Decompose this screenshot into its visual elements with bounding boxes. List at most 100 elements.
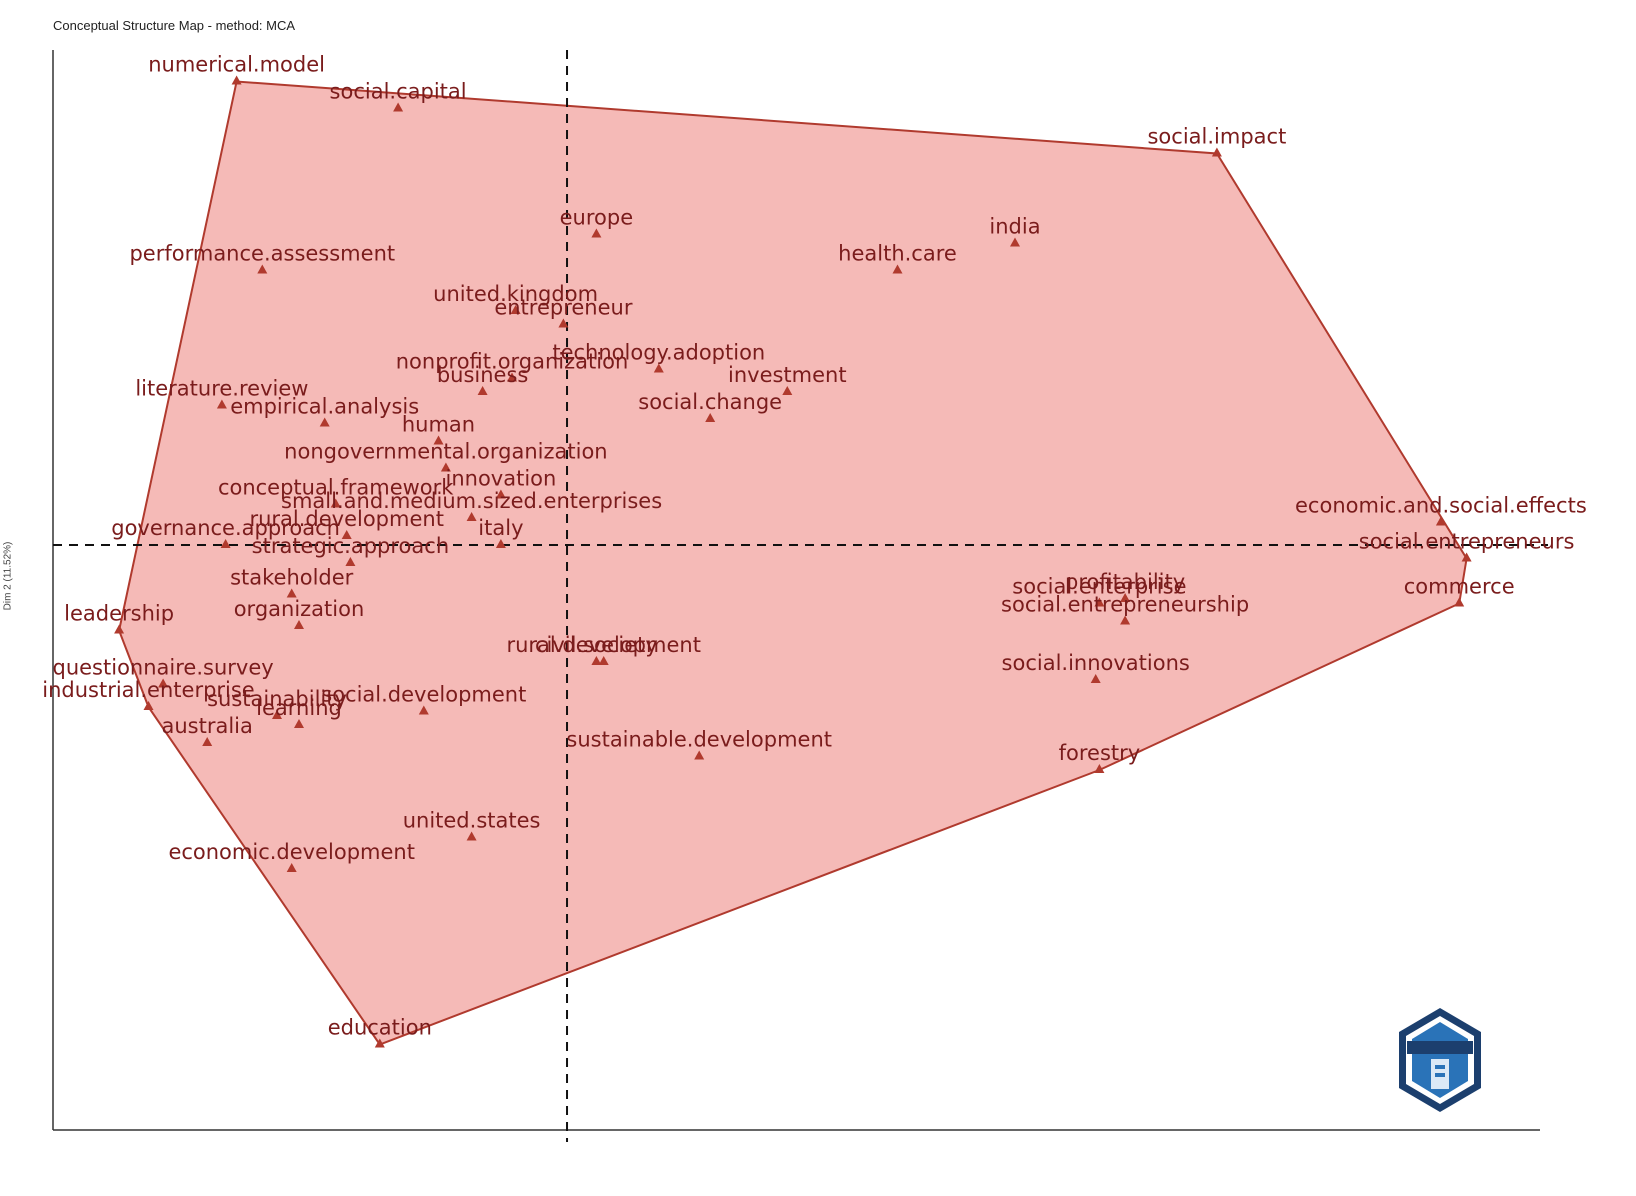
point-label: social.innovations <box>1002 651 1190 675</box>
point-marker <box>158 678 169 688</box>
point-label: social.change <box>638 390 782 414</box>
point-label: stakeholder <box>230 566 354 590</box>
point-label: australia <box>161 714 252 738</box>
point-marker <box>286 588 297 598</box>
point-marker <box>143 701 154 710</box>
point-label: forestry <box>1059 741 1141 765</box>
point-marker <box>510 305 521 314</box>
point-label: rural.development <box>506 633 701 657</box>
point-label: civil.society <box>535 633 658 657</box>
point-label: health.care <box>838 242 957 266</box>
point-label: questionnaire.survey <box>53 656 274 680</box>
point-marker <box>591 228 602 238</box>
point-marker <box>1120 593 1131 602</box>
point-label: economic.development <box>168 840 415 864</box>
point-marker <box>507 372 517 382</box>
point-marker <box>1010 237 1020 247</box>
point-label: profitability <box>1065 570 1185 594</box>
point-marker <box>216 399 227 409</box>
point-label: investment <box>728 363 847 387</box>
point-marker <box>220 539 231 548</box>
point-label: numerical.model <box>148 53 325 77</box>
point-label: learning <box>256 696 342 720</box>
point-label: commerce <box>1404 575 1515 599</box>
point-marker <box>294 719 304 728</box>
point-marker <box>341 530 352 539</box>
point-marker <box>393 102 404 112</box>
point-marker <box>374 1038 385 1048</box>
point-label: india <box>989 215 1040 239</box>
point-label: performance.assessment <box>129 242 395 266</box>
point-marker <box>653 363 664 373</box>
point-marker <box>591 656 602 665</box>
point-marker <box>892 264 903 274</box>
point-marker <box>466 831 477 841</box>
point-marker <box>1435 516 1446 526</box>
point-label: europe <box>560 206 634 230</box>
point-label: technology.adoption <box>552 341 765 365</box>
point-marker <box>286 863 297 872</box>
point-marker <box>1090 674 1101 683</box>
point-label: nongovernmental.organization <box>284 440 607 464</box>
point-marker <box>1454 597 1465 607</box>
point-label: small.and.medium.sized.enterprises <box>281 489 662 513</box>
point-label: social.capital <box>330 80 467 104</box>
data-points <box>114 75 1472 1048</box>
point-marker <box>272 710 282 719</box>
point-label: social.entrepreneurs <box>1359 530 1575 554</box>
point-marker <box>705 413 716 422</box>
point-label: industrial.enterprise <box>42 678 254 702</box>
point-marker <box>495 539 506 548</box>
bibliometrix-logo <box>1399 1008 1481 1112</box>
reference-lines <box>53 50 1548 1142</box>
point-label: sustainability <box>207 687 347 711</box>
point-label: social.enterprise <box>1012 575 1186 599</box>
point-marker <box>294 620 304 629</box>
point-label: innovation <box>445 467 556 491</box>
point-marker <box>598 656 609 665</box>
point-label: business <box>437 363 529 387</box>
point-label: united.kingdom <box>433 282 598 306</box>
point-label: conceptual.framework <box>218 476 454 500</box>
point-label: united.states <box>403 809 541 833</box>
point-marker <box>782 386 793 395</box>
cluster-hull <box>118 80 1468 1046</box>
point-marker <box>466 512 477 521</box>
point-label: social.entrepreneurship <box>1001 593 1249 617</box>
chart-title: Conceptual Structure Map - method: MCA <box>53 18 296 33</box>
point-marker <box>1120 615 1131 625</box>
cluster-polygon <box>118 80 1468 1046</box>
point-label: empirical.analysis <box>230 395 419 419</box>
point-label: economic.and.social.effects <box>1295 494 1587 518</box>
point-marker <box>495 489 506 499</box>
point-marker <box>440 462 451 472</box>
point-label: education <box>328 1016 432 1040</box>
point-label: social.development <box>321 683 526 707</box>
point-label: leadership <box>64 602 174 626</box>
point-marker <box>231 75 242 85</box>
point-marker <box>257 264 268 274</box>
point-marker <box>1094 764 1105 773</box>
point-label: rural.development <box>249 507 444 531</box>
point-label: sustainable.development <box>566 728 832 752</box>
point-marker <box>694 750 705 760</box>
point-marker <box>345 557 356 566</box>
point-label: governance.approach <box>111 516 340 540</box>
point-marker <box>433 435 444 445</box>
point-marker <box>1461 552 1472 562</box>
point-label: organization <box>234 597 365 621</box>
point-marker <box>319 417 330 427</box>
point-label: literature.review <box>135 377 308 401</box>
point-label: entrepreneur <box>494 296 633 320</box>
point-label: human <box>402 413 475 437</box>
point-marker <box>202 737 213 746</box>
point-marker <box>558 318 569 328</box>
point-label: italy <box>478 516 523 540</box>
point-marker <box>1211 147 1222 157</box>
point-marker <box>1094 597 1105 607</box>
point-label: strategic.approach <box>252 534 450 558</box>
point-marker <box>477 386 488 395</box>
plot-frame <box>52 50 1540 1131</box>
